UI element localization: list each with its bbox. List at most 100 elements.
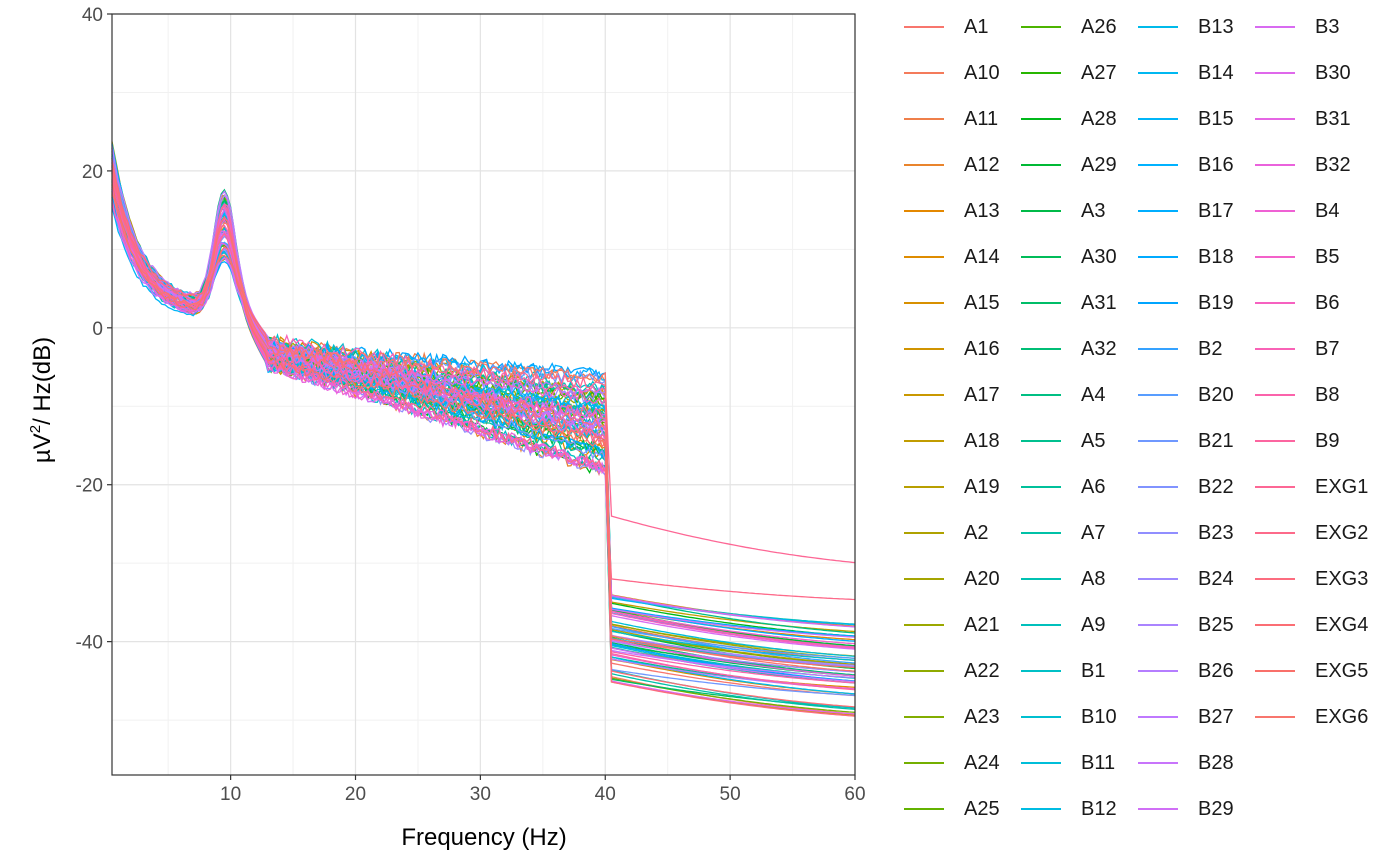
legend-label: B28	[1198, 751, 1234, 774]
legend-label: EXG4	[1315, 613, 1369, 636]
legend-item: B14	[1134, 50, 1234, 96]
series-line-B3	[111, 188, 856, 650]
legend-label: A3	[1081, 199, 1106, 222]
legend-label: B13	[1198, 15, 1234, 38]
legend-item: A29	[1017, 142, 1117, 188]
legend-item: B18	[1134, 234, 1234, 280]
legend-key	[1138, 256, 1178, 258]
legend-key	[1021, 762, 1061, 764]
legend-key	[1255, 210, 1295, 212]
legend-key	[1255, 348, 1295, 350]
legend-label: B16	[1198, 153, 1234, 176]
legend-key	[904, 26, 944, 28]
legend-key	[1138, 716, 1178, 718]
legend-label: B19	[1198, 291, 1234, 314]
legend-item: A12	[900, 142, 1000, 188]
legend-item: A8	[1017, 556, 1105, 602]
legend-label: A5	[1081, 429, 1106, 452]
x-tick-label: 10	[220, 784, 241, 805]
legend-key	[904, 164, 944, 166]
legend-label: A10	[964, 61, 1000, 84]
legend-item: A26	[1017, 4, 1117, 50]
legend-item: B3	[1251, 4, 1339, 50]
legend-key	[1138, 72, 1178, 74]
legend-label: A13	[964, 199, 1000, 222]
legend-label: B15	[1198, 107, 1234, 130]
legend-item: B4	[1251, 188, 1339, 234]
legend-key	[1138, 808, 1178, 810]
legend-key	[1138, 26, 1178, 28]
legend-key	[1255, 26, 1295, 28]
legend-label: B22	[1198, 475, 1234, 498]
legend-key	[1138, 624, 1178, 626]
legend-item: EXG6	[1251, 694, 1368, 740]
legend-label: A2	[964, 521, 989, 544]
legend-item: A16	[900, 326, 1000, 372]
legend-key	[1021, 256, 1061, 258]
legend-item: B19	[1134, 280, 1234, 326]
legend-label: A27	[1081, 61, 1117, 84]
legend-item: B13	[1134, 4, 1234, 50]
legend-item: B11	[1017, 740, 1115, 786]
legend-item: B26	[1134, 648, 1234, 694]
legend-label: A11	[964, 107, 999, 130]
legend-label: B14	[1198, 61, 1234, 84]
series-line-EXG1	[111, 159, 856, 564]
legend-key	[1138, 348, 1178, 350]
legend-key	[904, 118, 944, 120]
legend-label: B7	[1315, 337, 1340, 360]
legend-item: B31	[1251, 96, 1351, 142]
legend-label: B23	[1198, 521, 1234, 544]
legend-label: A18	[964, 429, 1000, 452]
legend-key	[904, 256, 944, 258]
legend-item: B17	[1134, 188, 1234, 234]
legend-item: A6	[1017, 464, 1105, 510]
legend-item: B20	[1134, 372, 1234, 418]
legend-key	[1021, 532, 1061, 534]
legend-key	[1021, 210, 1061, 212]
axis-ticks: 10 20 30 40 50 60 -40 -20 0 20 40	[76, 5, 866, 805]
legend-item: B16	[1134, 142, 1234, 188]
legend-item: B12	[1017, 786, 1117, 832]
legend-key	[1021, 72, 1061, 74]
legend-item: B29	[1134, 786, 1234, 832]
legend-item: B24	[1134, 556, 1234, 602]
legend-label: A15	[964, 291, 1000, 314]
legend-label: A4	[1081, 383, 1106, 406]
legend-label: B20	[1198, 383, 1234, 406]
legend-item: A9	[1017, 602, 1105, 648]
legend-label: A20	[964, 567, 1000, 590]
legend-item: A28	[1017, 96, 1117, 142]
legend-item: B8	[1251, 372, 1339, 418]
legend-label: A12	[964, 153, 1000, 176]
legend-key	[904, 72, 944, 74]
legend-key	[904, 394, 944, 396]
legend-label: A31	[1081, 291, 1117, 314]
legend-key	[1255, 72, 1295, 74]
legend-item: A17	[900, 372, 1000, 418]
legend-item: A30	[1017, 234, 1117, 280]
legend-key	[1138, 394, 1178, 396]
legend-label: B30	[1315, 61, 1351, 84]
legend-item: A11	[900, 96, 998, 142]
y-axis-title-rest: / Hz(dB)	[29, 337, 56, 425]
legend-key	[1021, 302, 1061, 304]
legend-key	[1021, 578, 1061, 580]
legend-label: A29	[1081, 153, 1117, 176]
legend-item: A10	[900, 50, 1000, 96]
legend-label: B2	[1198, 337, 1223, 360]
legend-label: A9	[1081, 613, 1106, 636]
legend-key	[1021, 670, 1061, 672]
legend-label: A1	[964, 15, 989, 38]
legend-key	[904, 624, 944, 626]
legend-key	[904, 210, 944, 212]
y-axis-title: µV2/ Hz(dB)	[27, 337, 56, 463]
legend-key	[1255, 394, 1295, 396]
legend-item: A31	[1017, 280, 1117, 326]
legend-label: A32	[1081, 337, 1117, 360]
legend-key	[904, 486, 944, 488]
legend-item: A3	[1017, 188, 1105, 234]
legend-key	[1255, 716, 1295, 718]
legend-label: A8	[1081, 567, 1106, 590]
legend-label: B10	[1081, 705, 1117, 728]
